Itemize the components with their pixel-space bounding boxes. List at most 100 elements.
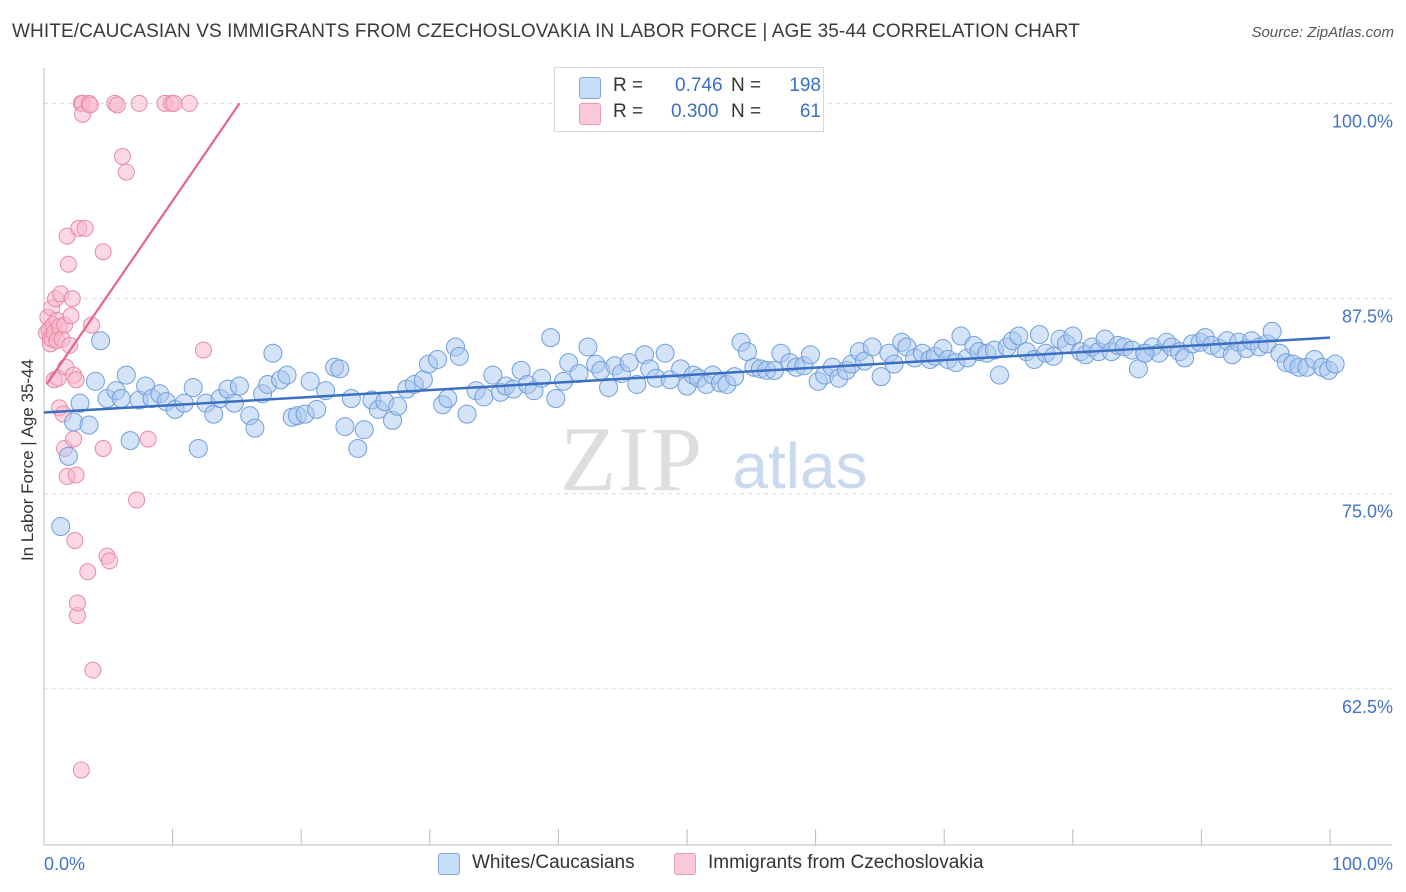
chart-title: WHITE/CAUCASIAN VS IMMIGRANTS FROM CZECH…	[12, 21, 1080, 42]
data-point-whites	[449, 346, 469, 366]
stats-legend: R = 0.746 N = 198 R = 0.300 N = 61	[554, 67, 824, 132]
data-point-whites	[348, 438, 368, 458]
data-point-whites	[335, 417, 355, 437]
data-point-whites	[58, 446, 78, 466]
data-point-whites	[245, 418, 265, 438]
data-point-whites	[51, 517, 71, 537]
data-point-czechoslovakia	[79, 563, 97, 581]
data-point-whites	[188, 438, 208, 458]
data-point-czechoslovakia	[84, 661, 102, 679]
data-point-czechoslovakia	[101, 552, 119, 570]
n-value-czech: 61	[799, 101, 821, 122]
data-point-whites	[1009, 326, 1029, 346]
data-point-czechoslovakia	[63, 290, 81, 308]
data-point-czechoslovakia	[61, 336, 79, 354]
data-point-whites	[116, 365, 136, 385]
legend-swatch-czech-icon	[674, 853, 696, 875]
series-immigrants-czechoslovakia	[38, 94, 212, 779]
data-point-whites	[1063, 326, 1083, 346]
data-point-whites	[627, 374, 647, 394]
data-point-whites	[307, 399, 327, 419]
y-tick-label: 62.5%	[1342, 697, 1393, 717]
y-axis-label-wrap: In Labor Force | Age 35-44	[16, 80, 40, 840]
y-tick-label: 87.5%	[1342, 307, 1393, 327]
data-point-whites	[354, 420, 374, 440]
data-point-whites	[619, 353, 639, 373]
data-point-czechoslovakia	[94, 439, 112, 457]
data-point-whites	[483, 365, 503, 385]
data-point-whites	[438, 388, 458, 408]
n-label: N =	[731, 75, 762, 96]
data-point-whites	[428, 349, 448, 369]
data-point-whites	[541, 328, 561, 348]
data-point-czechoslovakia	[94, 243, 112, 261]
data-point-czechoslovakia	[117, 163, 135, 181]
data-point-whites	[546, 388, 566, 408]
trend-line-whites	[43, 336, 1331, 414]
data-point-czechoslovakia	[72, 761, 90, 779]
source-note: Source: ZipAtlas.com	[1251, 24, 1394, 41]
data-point-whites	[229, 376, 249, 396]
r-value-czech: 0.300	[671, 101, 719, 122]
data-point-whites	[388, 396, 408, 416]
watermark-zip: ZIP	[560, 408, 704, 510]
legend-label-whites: Whites/Caucasians	[472, 852, 635, 873]
data-point-whites	[330, 359, 350, 379]
data-point-whites	[85, 371, 105, 391]
y-tick-label: 75.0%	[1342, 502, 1393, 522]
data-point-czechoslovakia	[180, 94, 198, 112]
watermark-atlas: atlas	[732, 430, 867, 502]
data-point-whites	[64, 412, 84, 432]
data-point-whites	[224, 393, 244, 413]
data-point-whites	[277, 365, 297, 385]
data-point-czechoslovakia	[113, 148, 131, 165]
data-point-whites	[725, 367, 745, 387]
data-point-czechoslovakia	[67, 466, 85, 484]
data-point-whites	[989, 365, 1009, 385]
r-label: R =	[613, 75, 644, 96]
data-point-whites	[1262, 321, 1282, 341]
data-point-czechoslovakia	[68, 594, 86, 612]
data-point-czechoslovakia	[59, 255, 77, 273]
swatch-czech-icon	[579, 103, 601, 125]
data-point-whites	[474, 387, 494, 407]
data-point-czechoslovakia	[76, 219, 94, 237]
data-point-czechoslovakia	[165, 94, 183, 112]
data-point-whites	[300, 371, 320, 391]
data-point-czechoslovakia	[108, 96, 126, 114]
data-point-whites	[951, 326, 971, 346]
data-point-whites	[1044, 346, 1064, 366]
data-point-czechoslovakia	[66, 532, 84, 550]
data-point-czechoslovakia	[139, 430, 157, 448]
swatch-whites-icon	[579, 77, 601, 99]
data-point-czechoslovakia	[128, 491, 146, 509]
trend-lines	[43, 102, 1331, 414]
data-point-whites	[70, 393, 90, 413]
data-point-whites	[1325, 354, 1345, 374]
data-point-czechoslovakia	[67, 371, 85, 389]
data-point-whites	[800, 345, 820, 365]
data-point-czechoslovakia	[62, 307, 80, 325]
data-point-whites	[263, 343, 283, 363]
trend-line-czechoslovakia	[45, 102, 241, 386]
data-point-whites	[79, 415, 99, 435]
data-point-whites	[655, 343, 675, 363]
data-point-czechoslovakia	[65, 430, 83, 448]
axes	[43, 68, 1392, 846]
gridlines	[44, 102, 1392, 690]
legend-swatch-whites-icon	[438, 853, 460, 875]
x-tick-label: 0.0%	[44, 854, 85, 874]
n-value-whites: 198	[789, 75, 821, 96]
data-point-czechoslovakia	[194, 341, 212, 359]
watermark: ZIP atlas	[560, 408, 868, 510]
data-point-whites	[111, 388, 131, 408]
y-axis-label: In Labor Force | Age 35-44	[18, 359, 37, 561]
y-tick-label: 100.0%	[1332, 111, 1393, 131]
n-label: N =	[731, 101, 762, 122]
data-point-czechoslovakia	[81, 96, 99, 114]
r-value-whites: 0.746	[675, 75, 723, 96]
data-point-whites	[862, 337, 882, 357]
data-point-whites	[1029, 324, 1049, 344]
tick-labels: 62.5% 75.0% 87.5% 100.0% 0.0% 100.0%	[44, 111, 1393, 874]
